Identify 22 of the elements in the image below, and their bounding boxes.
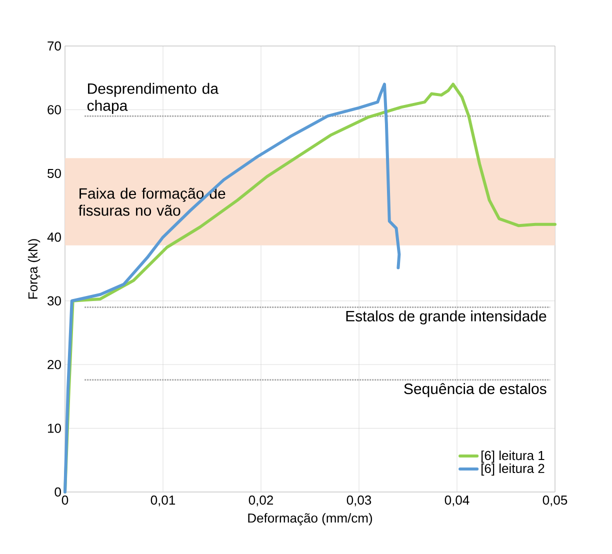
line-series [64, 82, 401, 494]
y-tick-label: 40 [47, 232, 61, 242]
ref-line-label: Estalos de grande intensidade [346, 310, 546, 324]
y-axis-title: Força (kN) [28, 239, 40, 299]
x-tick-label: 0,05 [542, 496, 568, 506]
ref-line-label: Sequência de estalos [404, 383, 546, 398]
legend-label: [6] leitura 1 [482, 450, 544, 463]
y-tick-label: 10 [48, 424, 61, 433]
y-tick-label: 0 [54, 487, 61, 497]
y-tick-label: 70 [48, 41, 61, 51]
x-axis-title: Deformação (mm/cm) [248, 513, 372, 526]
x-tick-label: 0,04 [444, 496, 470, 506]
y-tick-label: 50 [48, 168, 61, 178]
y-tick-label: 60 [48, 105, 61, 114]
y-tick-label: 20 [48, 360, 61, 370]
y-tick-label: 30 [48, 296, 61, 306]
x-tick-label: 0,02 [248, 496, 273, 506]
ref-line-label: Desprendimento da chapa [87, 82, 219, 114]
x-tick-label: 0 [62, 496, 68, 505]
legend-label: [6] leitura 2 [482, 463, 544, 476]
x-tick-label: 0,03 [346, 496, 372, 506]
x-tick-label: 0,01 [150, 496, 176, 506]
